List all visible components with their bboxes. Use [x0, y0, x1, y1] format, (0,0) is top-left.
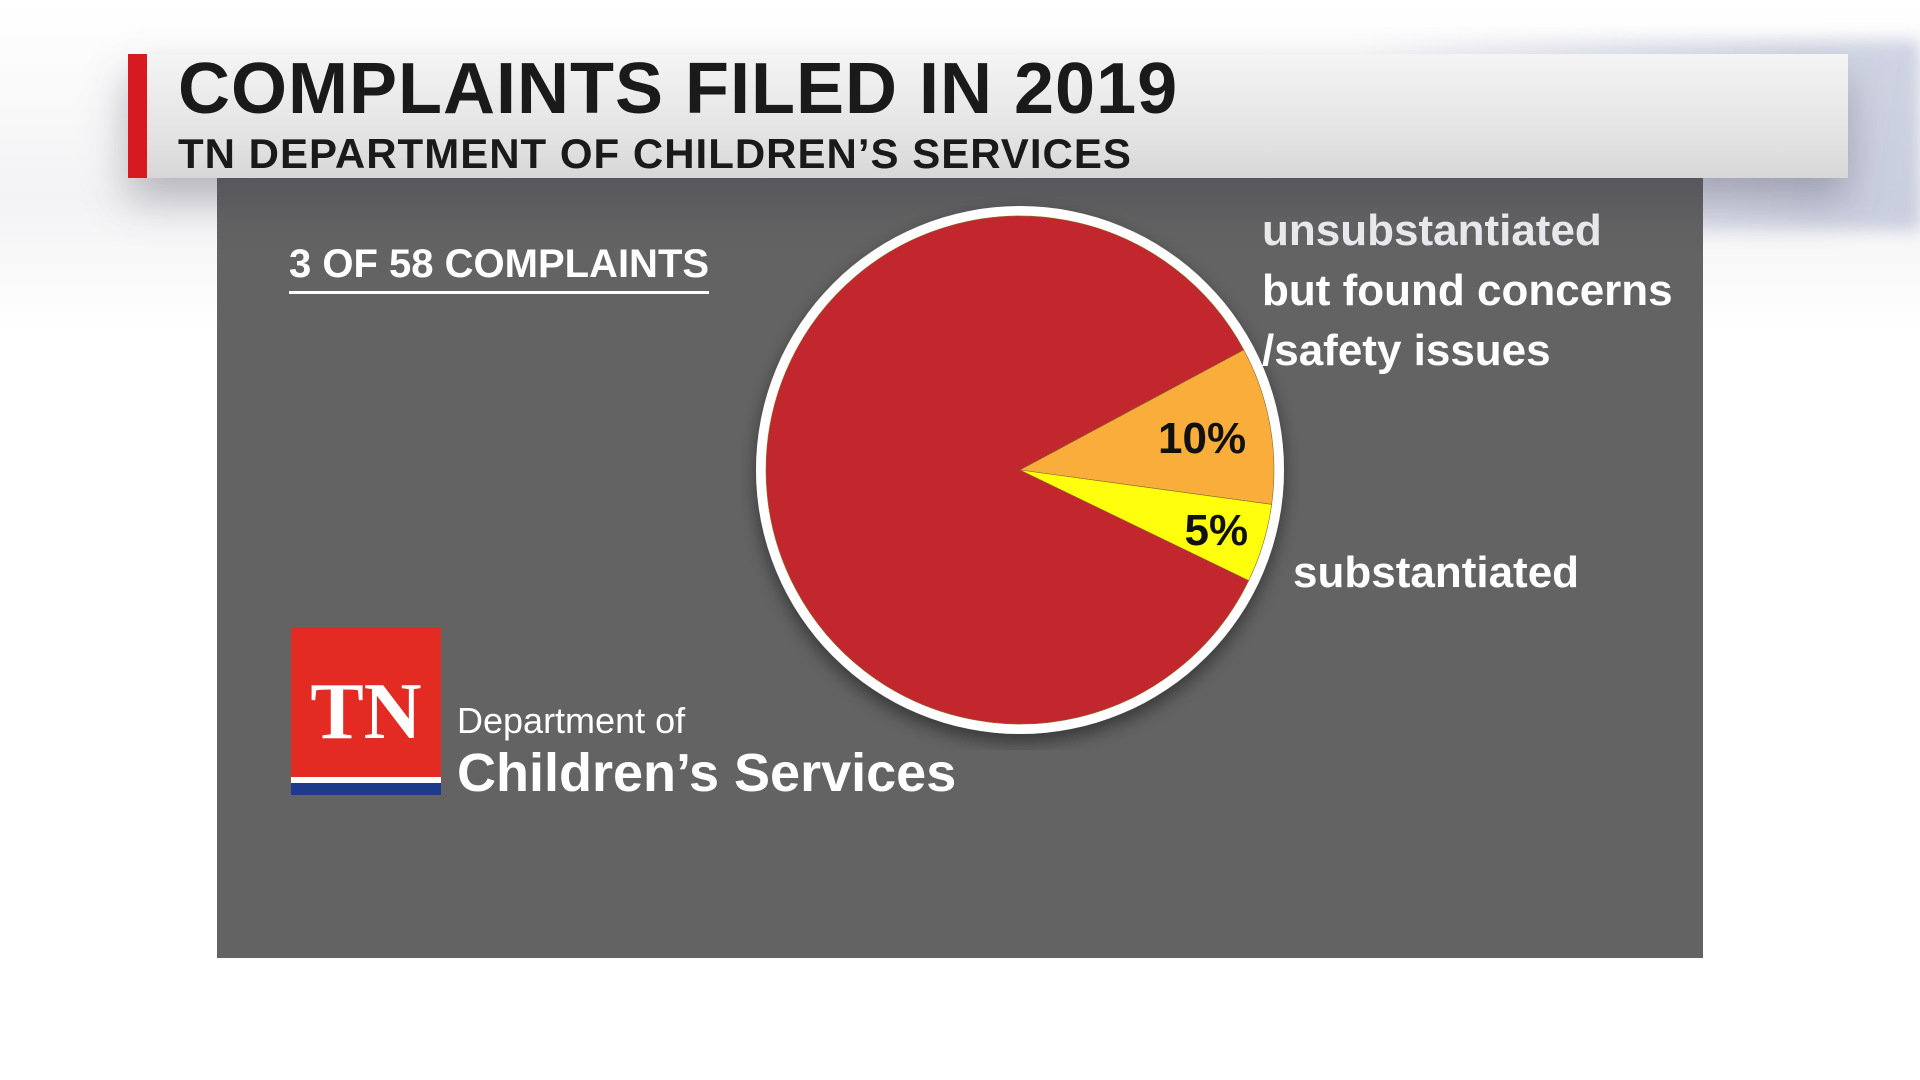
legend-unsubstantiated-line-1: unsubstantiated [1262, 206, 1602, 255]
title-bar [128, 54, 1848, 178]
pie-data-labels: 10% 5% [1158, 414, 1248, 555]
pie-slices [765, 215, 1275, 725]
pie-slice-unsubstantiated [1019, 349, 1275, 505]
legend-substantiated-line-1: substantiated [1293, 548, 1580, 597]
pie-chart: 10% 5% [756, 206, 1284, 734]
pie-slice-unsubstantiated-label: 10% [1158, 414, 1246, 463]
tn-logo-stripe-white [291, 777, 441, 783]
page-title: COMPLAINTS FILED IN 2019 [178, 49, 1179, 129]
legend-unsubstantiated-line-2: but found concerns [1262, 266, 1673, 315]
logo-text-childrens-services: Children’s Services [457, 743, 957, 803]
complaints-count-label: 3 OF 58 COMPLAINTS [289, 242, 710, 294]
pie-slice-other [765, 215, 1250, 725]
tn-logo: TN [291, 627, 441, 792]
page-subtitle: TN DEPARTMENT OF CHILDREN’S SERVICES [178, 130, 1132, 177]
legend-unsubstantiated-line-3: /safety issues [1262, 326, 1551, 375]
pie-slice-substantiated [1019, 469, 1272, 581]
pie-slice-substantiated-label: 5% [1184, 506, 1248, 555]
logo-text-department: Department of [457, 700, 686, 741]
tn-logo-stripe-blue [291, 783, 441, 795]
tn-logo-mark: TN [310, 668, 422, 756]
legend-substantiated: substantiated [1293, 543, 1579, 603]
title-accent-bar [128, 54, 147, 178]
legend-unsubstantiated: unsubstantiated but found concerns /safe… [1262, 201, 1673, 381]
